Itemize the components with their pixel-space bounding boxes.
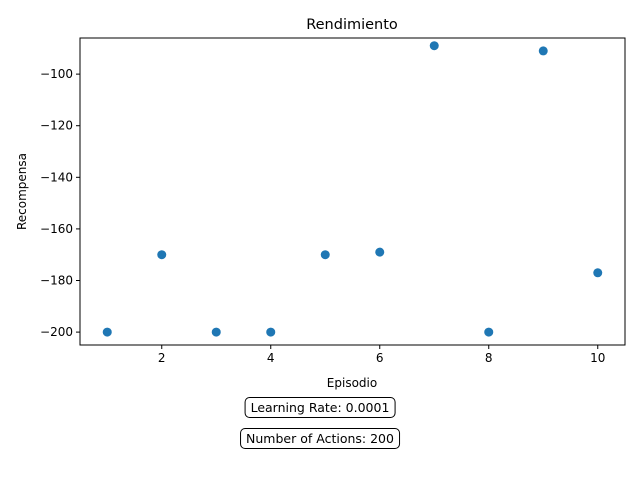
x-axis-label: Episodio: [327, 376, 377, 390]
x-tick-label: 2: [158, 351, 166, 365]
data-point: [375, 247, 385, 257]
data-point: [484, 327, 494, 337]
learning-rate-annotation: Learning Rate: 0.0001: [244, 397, 396, 418]
y-axis-ticks: −200 −180 −160 −140 −120 −100: [40, 67, 80, 339]
data-point: [538, 46, 548, 56]
plot-frame: [79, 37, 626, 346]
data-points: [102, 41, 603, 337]
y-tick-label: −140: [40, 170, 73, 184]
y-tick-label: −180: [40, 274, 73, 288]
y-tick-label: −200: [40, 325, 73, 339]
chart-title: Rendimiento: [306, 17, 398, 33]
y-tick-label: −120: [40, 119, 73, 133]
y-tick-label: −160: [40, 222, 73, 236]
x-tick-label: 10: [590, 351, 605, 365]
x-tick-label: 8: [485, 351, 493, 365]
data-point: [211, 327, 221, 337]
y-axis-label: Recompensa: [15, 153, 29, 230]
y-tick-label: −100: [40, 67, 73, 81]
x-tick-label: 6: [376, 351, 384, 365]
data-point: [320, 250, 330, 260]
x-axis-ticks: 2 4 6 8 10: [158, 345, 605, 365]
data-point: [429, 41, 439, 51]
data-point: [593, 268, 603, 278]
data-point: [102, 327, 112, 337]
x-tick-label: 4: [267, 351, 275, 365]
num-actions-annotation: Number of Actions: 200: [240, 428, 400, 449]
data-point: [266, 327, 276, 337]
data-point: [157, 250, 167, 260]
